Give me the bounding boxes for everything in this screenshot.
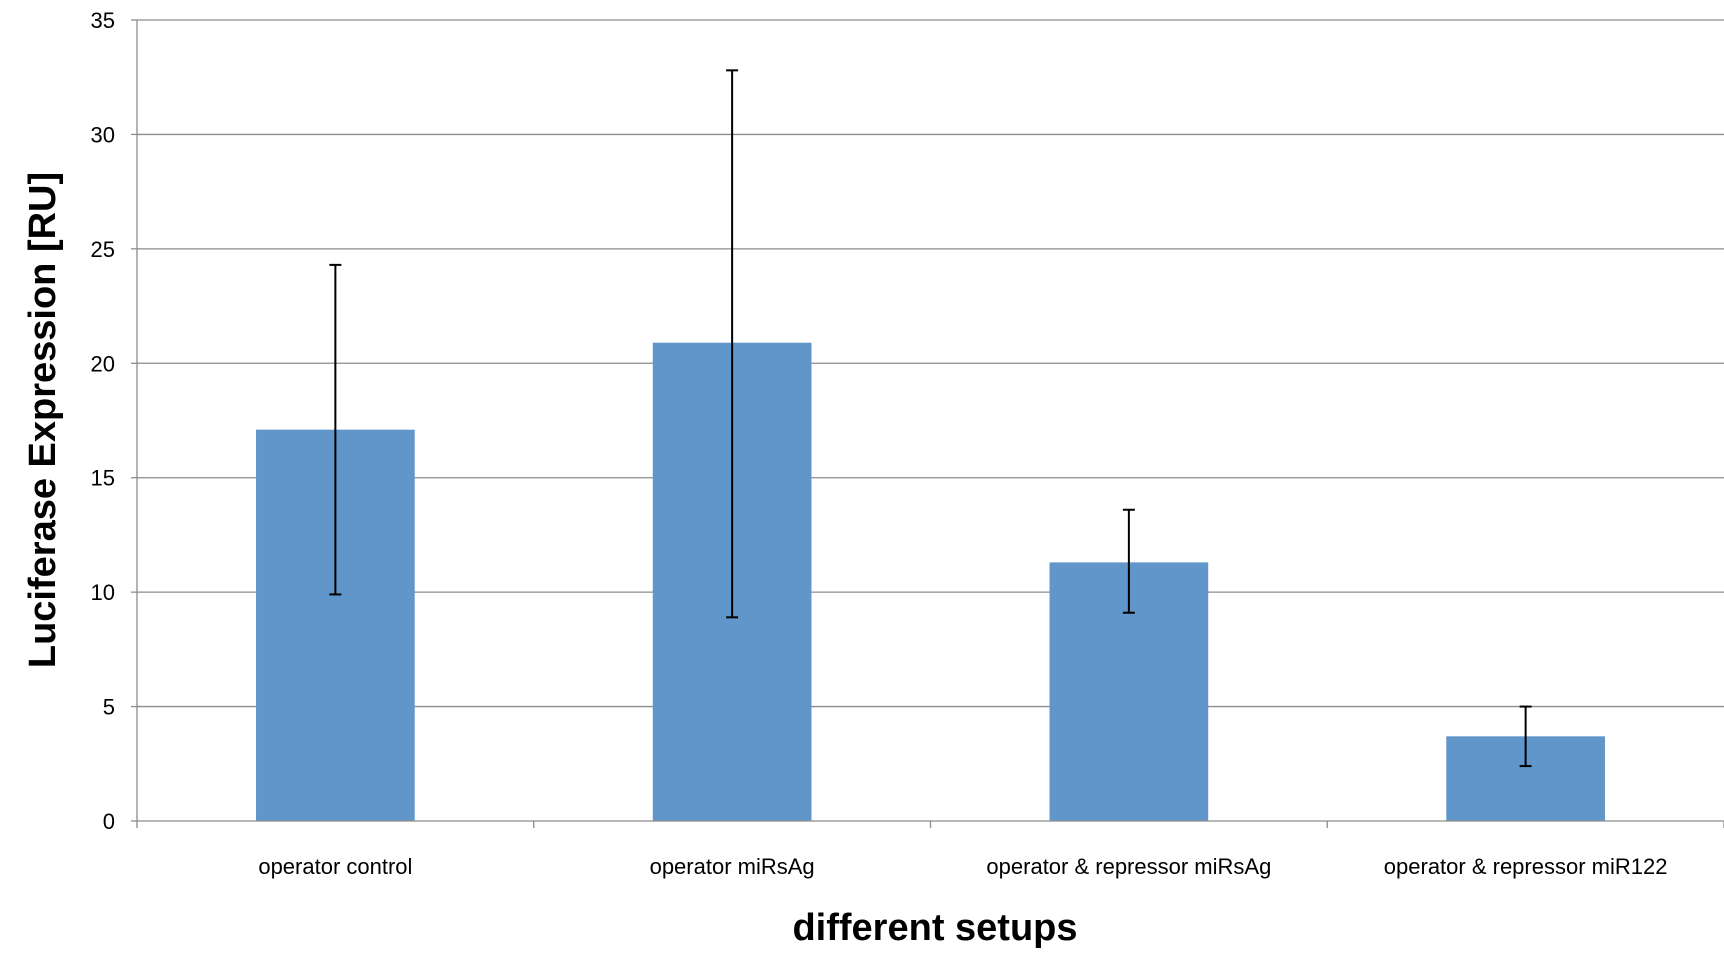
y-tick-label: 10 bbox=[91, 580, 115, 605]
x-category-label: operator control bbox=[258, 854, 412, 879]
bars-layer bbox=[256, 342, 1605, 821]
y-axis-title: Luciferase Expression [RU] bbox=[22, 172, 64, 668]
error-bars-layer bbox=[329, 69, 1532, 768]
x-category-label: operator & repressor miRsAg bbox=[986, 854, 1271, 879]
y-tick-label: 25 bbox=[91, 237, 115, 262]
y-tick-label: 5 bbox=[103, 695, 115, 720]
y-tick-label: 30 bbox=[91, 122, 115, 147]
x-category-label: operator & repressor miR122 bbox=[1384, 854, 1668, 879]
axis-layer: 0 5 10 15 20 25 30 35 operator control operator m… bbox=[91, 8, 1724, 879]
y-tick-label: 20 bbox=[91, 351, 115, 376]
y-tick-label: 0 bbox=[103, 809, 115, 834]
y-tick-label: 15 bbox=[91, 466, 115, 491]
x-category-label: operator miRsAg bbox=[650, 854, 815, 879]
y-tick-label: 35 bbox=[91, 8, 115, 33]
x-axis-title: different setups bbox=[792, 907, 1077, 949]
